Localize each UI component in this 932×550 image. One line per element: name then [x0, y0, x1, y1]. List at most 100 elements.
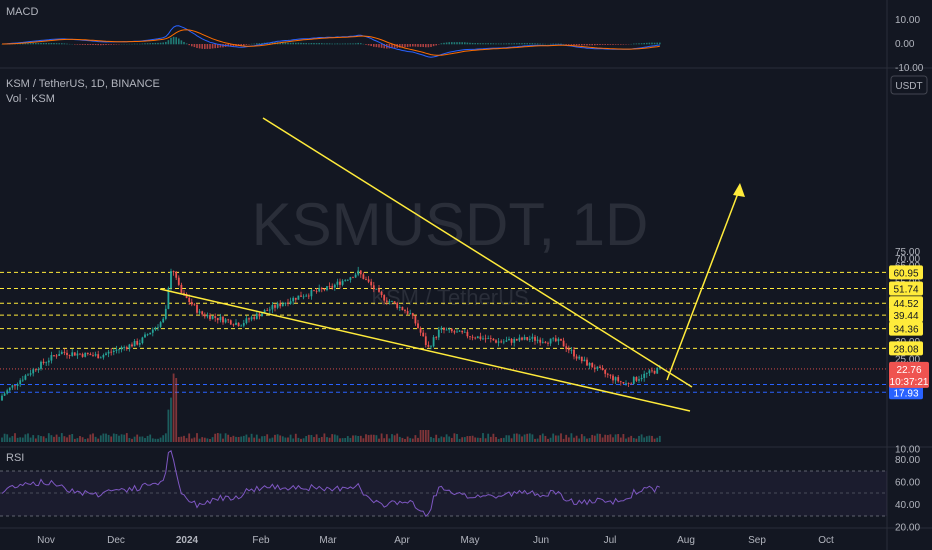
candle-body [188, 297, 191, 303]
candle-body [310, 290, 313, 297]
candle-body [240, 325, 243, 327]
candle-body [255, 313, 258, 319]
candle-body [648, 370, 651, 374]
candle-body [271, 305, 274, 310]
macd-histogram-bar [640, 43, 643, 45]
arrow-head-icon [733, 183, 745, 197]
candle-body [432, 337, 435, 347]
candle-body [552, 338, 555, 340]
volume-bar [125, 433, 128, 442]
macd-histogram-bar [19, 43, 21, 45]
macd-histogram-bar [167, 40, 170, 45]
wedge-lower-trendline[interactable] [159, 288, 691, 412]
volume-bar [456, 434, 458, 442]
macd-histogram-bar [399, 44, 401, 48]
macd-histogram-bar [471, 42, 474, 45]
candle-body [151, 329, 154, 333]
volume-bar [136, 434, 139, 442]
volume-bar [536, 438, 539, 442]
volume-bar [1, 437, 3, 442]
volume-bar [55, 434, 58, 442]
macd-histogram-bar [196, 44, 198, 49]
price-tag-label: 39.44 [893, 311, 918, 322]
volume-bar [118, 435, 120, 442]
macd-histogram-bar [326, 43, 328, 45]
macd-histogram-bar [217, 44, 219, 48]
volume-bar [305, 436, 308, 442]
candle-body [398, 306, 401, 308]
volume-bars [1, 373, 661, 442]
macd-histogram-bar [92, 44, 94, 46]
macd-histogram-bar [430, 44, 432, 47]
candle-body [575, 356, 578, 359]
candle-body [453, 331, 456, 333]
candle-body [606, 373, 609, 375]
candle-body [58, 354, 61, 356]
symbol-info[interactable]: KSM / TetherUS, 1D, BINANCE [6, 78, 160, 90]
candle-body [8, 387, 11, 391]
macd-histogram-bar [487, 43, 489, 45]
volume-bar [138, 436, 141, 442]
candle-body [66, 352, 68, 356]
volume-bar [229, 437, 232, 442]
volume-bar [349, 437, 352, 442]
candle-body [297, 295, 300, 300]
volume-bar [245, 434, 248, 442]
volume-bar [385, 434, 388, 442]
volume-bar [419, 430, 422, 442]
volume-bar [573, 437, 575, 442]
candle-body [237, 322, 240, 327]
candle-body [466, 331, 469, 337]
macd-histogram-bar [552, 43, 554, 45]
candle-body [638, 379, 640, 381]
macd-label[interactable]: MACD [6, 6, 38, 18]
macd-histogram-bar [331, 43, 333, 45]
volume-bar [534, 438, 536, 442]
volume-bar [463, 437, 466, 442]
volume-bar [497, 438, 500, 442]
macd-histogram-bar [336, 43, 339, 45]
rsi-label[interactable]: RSI [6, 452, 24, 464]
volume-label[interactable]: Vol · KSM [6, 93, 55, 105]
currency-button[interactable] [890, 75, 928, 95]
candle-body [47, 360, 50, 363]
volume-bar [16, 437, 19, 442]
candle-body [419, 328, 422, 333]
volume-bar [188, 433, 191, 442]
wedge-upper-trendline[interactable] [262, 117, 693, 388]
macd-histogram-bar [159, 42, 162, 45]
candle-body [115, 349, 118, 351]
volume-bar [11, 436, 14, 442]
candle-body [79, 353, 81, 355]
currency-button-label: USDT [895, 81, 922, 92]
volume-bar [110, 436, 113, 442]
breakout-target-arrow[interactable] [666, 187, 741, 381]
macd-histogram-bar [367, 44, 370, 46]
macd-histogram-bar [354, 43, 357, 45]
volume-bar [578, 438, 581, 442]
candle-body [614, 377, 617, 381]
volume-bar [583, 436, 586, 442]
candle-body [170, 271, 172, 289]
macd-histogram-bar [653, 42, 656, 45]
candle-body [406, 311, 409, 314]
macd-histogram-bar [89, 44, 92, 45]
candle-body [55, 355, 58, 357]
volume-bar [617, 434, 620, 442]
candle-body [19, 380, 22, 385]
candle-body [352, 277, 354, 279]
candle-body [320, 288, 323, 290]
volume-bar [466, 436, 469, 442]
candle-body [549, 338, 552, 344]
macd-histogram-bar [497, 43, 500, 45]
candle-body [183, 292, 185, 294]
macd-histogram-bar [469, 42, 471, 45]
macd-histogram-bar [393, 44, 396, 48]
volume-bar [271, 437, 274, 442]
macd-histogram-bar [152, 43, 154, 45]
rsi-tick-label: 60.00 [895, 477, 920, 488]
candle-body [167, 288, 170, 309]
y-tick-label: 10.00 [895, 445, 920, 456]
candle-body [417, 323, 419, 329]
